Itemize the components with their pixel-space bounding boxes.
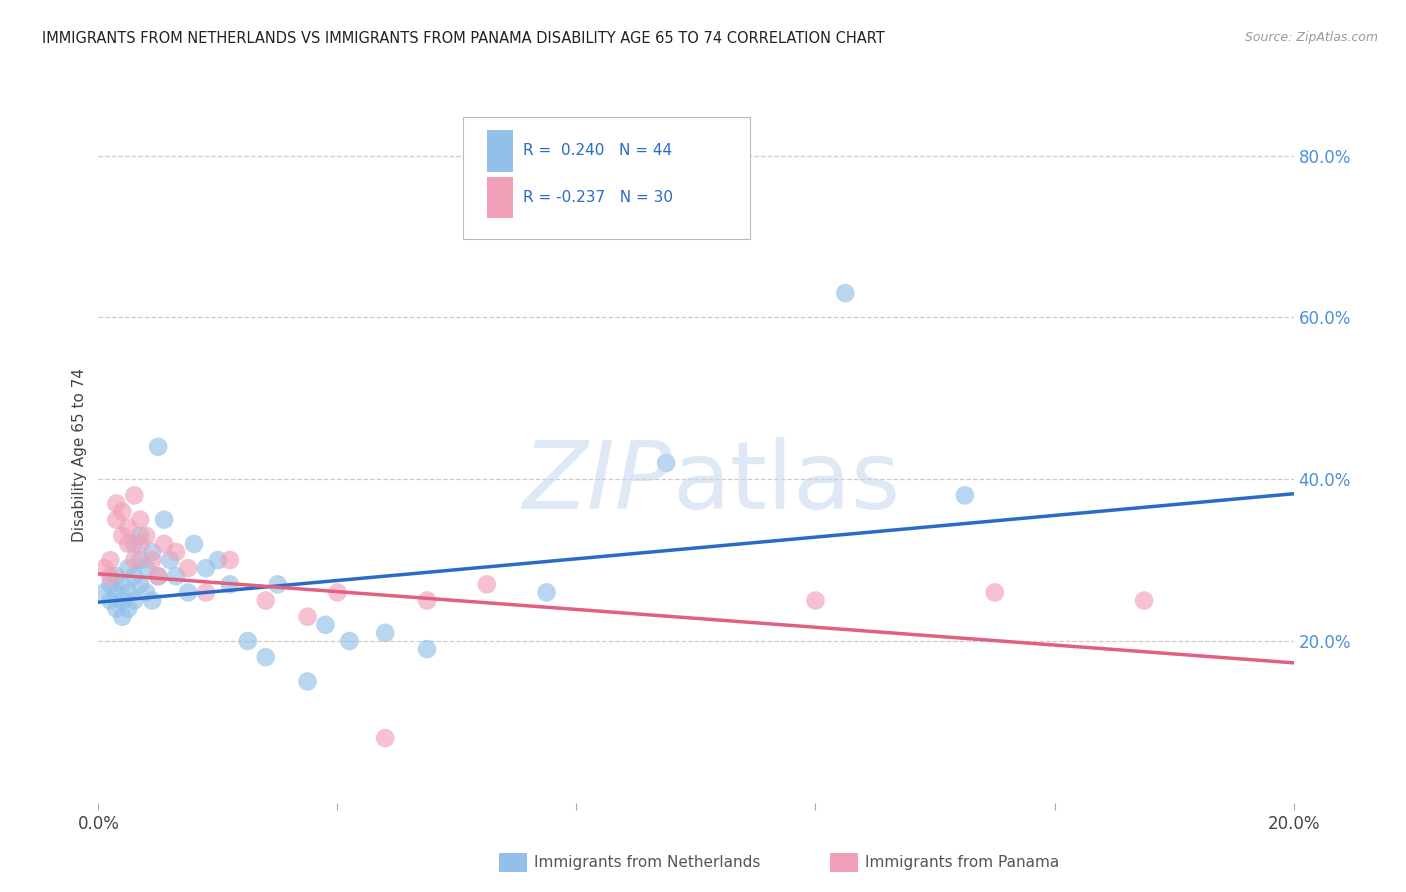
Point	[124, 593, 146, 607]
Point	[105, 601, 128, 615]
Point	[129, 577, 152, 591]
Point	[117, 537, 139, 551]
Text: Immigrants from Panama: Immigrants from Panama	[865, 855, 1059, 870]
Point	[124, 537, 146, 551]
Point	[165, 545, 187, 559]
Point	[93, 561, 115, 575]
Point	[148, 569, 170, 583]
Point	[98, 569, 122, 583]
Point	[117, 521, 139, 535]
Point	[135, 529, 157, 543]
Point	[326, 585, 349, 599]
Point	[804, 593, 827, 607]
Point	[124, 569, 146, 583]
Point	[98, 577, 122, 591]
Point	[297, 674, 319, 689]
Point	[117, 601, 139, 615]
Point	[374, 626, 396, 640]
Point	[117, 561, 139, 575]
Point	[148, 569, 170, 583]
Point	[105, 496, 128, 510]
FancyBboxPatch shape	[463, 118, 749, 239]
Point	[953, 488, 976, 502]
Text: R = -0.237   N = 30: R = -0.237 N = 30	[523, 190, 672, 205]
Text: atlas: atlas	[672, 437, 900, 529]
Point	[111, 577, 134, 591]
Point	[219, 553, 242, 567]
Point	[111, 504, 134, 518]
Point	[267, 577, 290, 591]
Point	[117, 585, 139, 599]
Point	[475, 577, 498, 591]
Point	[416, 642, 439, 657]
Point	[339, 634, 361, 648]
Point	[315, 617, 337, 632]
Text: R =  0.240   N = 44: R = 0.240 N = 44	[523, 144, 672, 159]
Point	[159, 553, 181, 567]
Point	[177, 585, 200, 599]
Point	[536, 585, 558, 599]
Text: IMMIGRANTS FROM NETHERLANDS VS IMMIGRANTS FROM PANAMA DISABILITY AGE 65 TO 74 CO: IMMIGRANTS FROM NETHERLANDS VS IMMIGRANT…	[42, 31, 884, 46]
Point	[98, 593, 122, 607]
Point	[416, 593, 439, 607]
Y-axis label: Disability Age 65 to 74: Disability Age 65 to 74	[72, 368, 87, 542]
Point	[183, 537, 205, 551]
Point	[207, 553, 229, 567]
Text: Source: ZipAtlas.com: Source: ZipAtlas.com	[1244, 31, 1378, 45]
Point	[195, 561, 218, 575]
Point	[236, 634, 259, 648]
Point	[129, 513, 152, 527]
Point	[105, 585, 128, 599]
Point	[129, 537, 152, 551]
Text: ZIP: ZIP	[523, 437, 672, 528]
Point	[195, 585, 218, 599]
Point	[984, 585, 1007, 599]
Point	[135, 561, 157, 575]
Point	[655, 456, 678, 470]
Point	[98, 553, 122, 567]
Point	[141, 593, 163, 607]
Point	[141, 545, 163, 559]
Point	[177, 561, 200, 575]
Point	[1133, 593, 1156, 607]
Point	[254, 650, 277, 665]
Point	[129, 529, 152, 543]
Point	[374, 731, 396, 745]
Point	[148, 440, 170, 454]
Point	[93, 585, 115, 599]
Point	[153, 537, 176, 551]
FancyBboxPatch shape	[486, 177, 513, 219]
Point	[141, 553, 163, 567]
Point	[124, 553, 146, 567]
Point	[111, 593, 134, 607]
Point	[129, 553, 152, 567]
Point	[165, 569, 187, 583]
Point	[105, 513, 128, 527]
Point	[153, 513, 176, 527]
Point	[105, 569, 128, 583]
Point	[124, 488, 146, 502]
Point	[297, 609, 319, 624]
Point	[254, 593, 277, 607]
Point	[135, 585, 157, 599]
Point	[834, 286, 856, 301]
Text: Immigrants from Netherlands: Immigrants from Netherlands	[534, 855, 761, 870]
Point	[111, 609, 134, 624]
FancyBboxPatch shape	[486, 130, 513, 172]
Point	[219, 577, 242, 591]
Point	[111, 529, 134, 543]
